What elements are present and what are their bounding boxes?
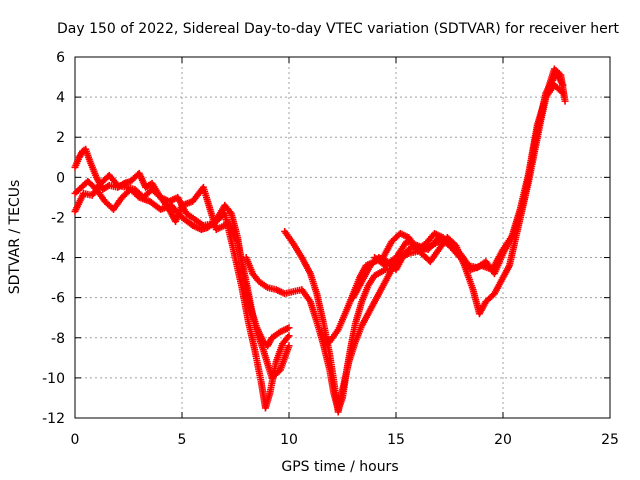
y-tick-label: -6 <box>51 291 65 307</box>
x-axis-label: GPS time / hours <box>281 459 398 475</box>
data-point <box>285 332 293 340</box>
x-tick-label: 5 <box>178 432 187 448</box>
data-point <box>285 342 293 350</box>
data-points <box>71 65 569 416</box>
y-tick-label: -12 <box>42 411 65 427</box>
x-tick-label: 20 <box>494 432 512 448</box>
y-tick-label: -10 <box>42 371 65 387</box>
axis-ticks <box>74 56 611 419</box>
grid-lines <box>75 57 610 418</box>
x-tick-label: 10 <box>280 432 298 448</box>
plot-frame <box>74 56 611 419</box>
y-tick-label: -8 <box>51 331 65 347</box>
y-tick-label: -2 <box>51 210 65 226</box>
x-tick-label: 25 <box>601 432 619 448</box>
data-point <box>561 97 569 105</box>
x-tick-label: 15 <box>387 432 405 448</box>
chart-title: Day 150 of 2022, Sidereal Day-to-day VTE… <box>57 21 619 37</box>
x-tick-label: 0 <box>71 432 80 448</box>
y-axis-label: SDTVAR / TECUs <box>7 180 23 295</box>
y-tick-label: 0 <box>56 170 65 186</box>
y-tick-label: 2 <box>56 130 65 146</box>
tick-labels: 0 5 10 15 20 25 -12 -10 -8 -6 -4 -2 0 2 4 6 <box>42 50 619 448</box>
data-point <box>559 81 567 89</box>
y-tick-label: -4 <box>51 251 65 267</box>
y-tick-label: 6 <box>56 50 65 66</box>
y-tick-label: 4 <box>56 90 65 106</box>
data-point <box>285 324 293 332</box>
